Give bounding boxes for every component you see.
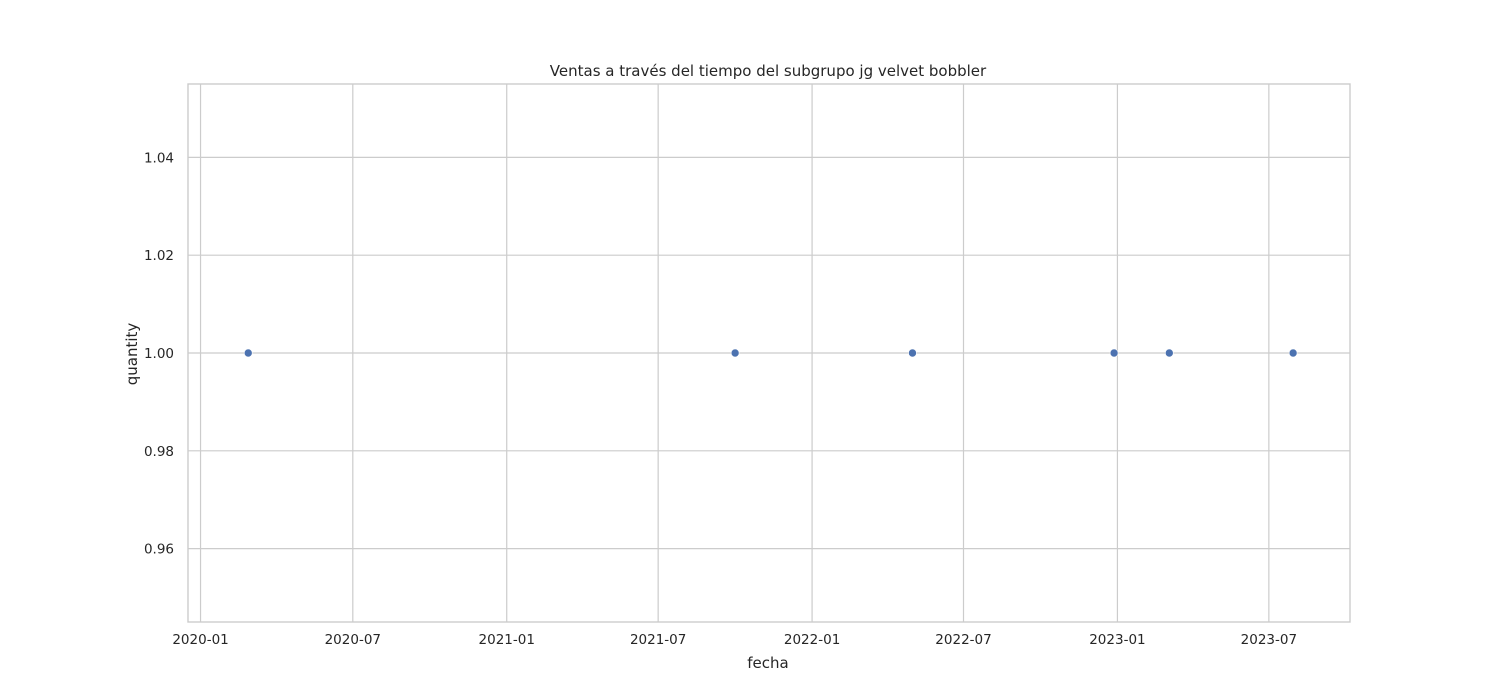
plot-frame <box>187 83 1351 623</box>
x-tick-label: 2021-01 <box>479 632 535 648</box>
x-tick-labels: 2020-01 2020-07 2021-01 2021-07 2022-01 2022-… <box>172 632 1297 648</box>
x-tick-label: 2023-01 <box>1089 632 1145 648</box>
data-point <box>730 348 740 358</box>
data-point <box>243 348 253 358</box>
data-points <box>243 348 1298 358</box>
y-tick-label: 1.02 <box>144 248 174 264</box>
y-tick-labels: 0.96 0.98 1.00 1.02 1.04 <box>144 150 174 557</box>
x-tick-label: 2020-07 <box>325 632 381 648</box>
y-tick-label: 1.00 <box>144 346 174 362</box>
data-point <box>1165 348 1174 358</box>
x-tick-label: 2022-01 <box>784 632 840 648</box>
x-tick-label: 2023-07 <box>1241 632 1297 648</box>
data-point <box>908 348 917 358</box>
y-tick-label: 0.96 <box>144 542 174 558</box>
x-axis-label: fecha <box>747 654 788 672</box>
y-gridlines <box>188 156 1350 550</box>
x-tick-label: 2022-07 <box>935 632 991 648</box>
y-axis-label: quantity <box>123 323 141 386</box>
x-tick-label: 2021-07 <box>630 632 686 648</box>
y-tick-label: 0.98 <box>144 444 174 460</box>
data-point <box>1288 348 1298 358</box>
data-point <box>1109 348 1119 358</box>
chart-title: Ventas a través del tiempo del subgrupo … <box>550 62 987 80</box>
y-tick-label: 1.04 <box>144 150 174 166</box>
x-tick-label: 2020-01 <box>172 632 228 648</box>
